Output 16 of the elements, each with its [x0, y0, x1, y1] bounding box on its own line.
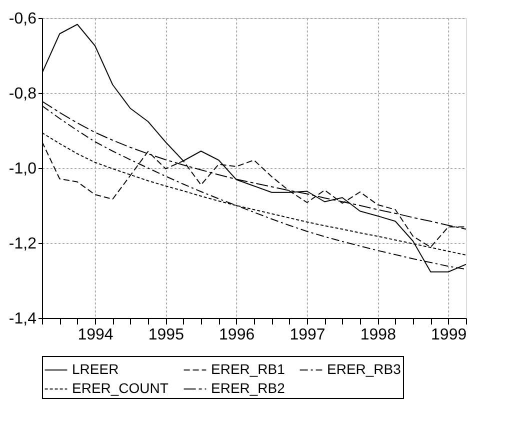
y-tick-label: -1,2: [8, 236, 37, 252]
x-tick-label: 1996: [219, 326, 255, 344]
x-tick-label: 1994: [78, 326, 114, 344]
legend-label: ERER_RB2: [211, 380, 286, 396]
y-tick-label: -1,4: [8, 310, 37, 328]
legend-label: ERER_RB3: [327, 361, 402, 377]
legend-label: LREER: [72, 361, 119, 377]
y-tick-label: -0,8: [8, 86, 37, 102]
legend-label: ERER_COUNT: [72, 380, 169, 396]
y-tick-label: -1,0: [8, 160, 37, 178]
x-tick-label: 1999: [431, 326, 467, 344]
y-tick-label: -0,6: [8, 10, 37, 28]
x-tick-label: 1998: [360, 326, 396, 344]
x-tick-label: 1995: [148, 326, 184, 344]
legend-label: ERER_RB1: [211, 361, 286, 377]
x-tick-label: 1997: [290, 326, 326, 344]
